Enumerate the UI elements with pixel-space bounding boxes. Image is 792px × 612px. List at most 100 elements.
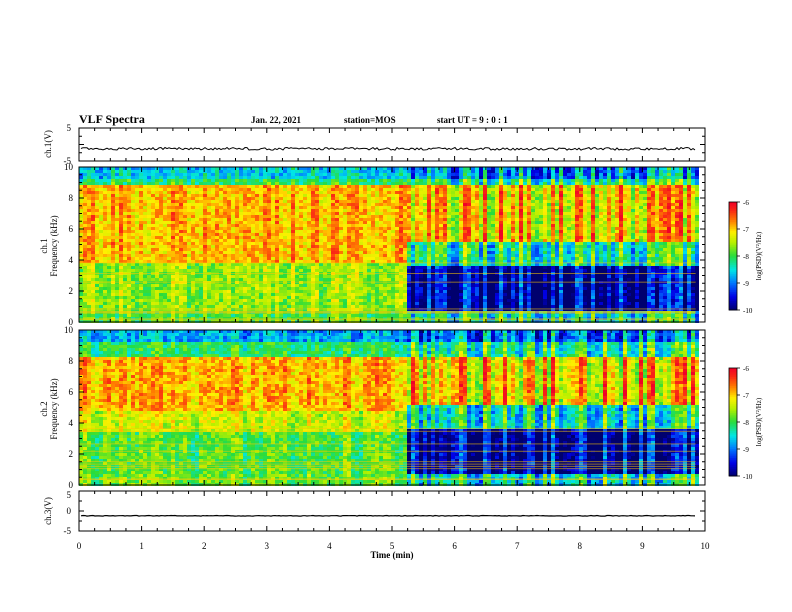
spectrogram-cell	[287, 242, 291, 245]
spectrogram-cell	[115, 224, 119, 227]
spectrogram-cell	[307, 185, 311, 188]
spectrogram-cell	[403, 173, 407, 176]
spectrogram-cell	[195, 182, 199, 185]
spectrogram-cell	[259, 215, 263, 218]
spectrogram-cell	[411, 179, 415, 182]
spectrogram-cell	[431, 185, 435, 188]
spectrogram-cell	[339, 191, 343, 194]
spectrogram-cell	[375, 293, 379, 296]
spectrogram-cell	[339, 194, 343, 197]
spectrogram-cell	[219, 212, 223, 215]
spectrogram-cell	[271, 218, 275, 221]
spectrogram-cell	[447, 251, 451, 254]
spectrogram-cell	[215, 194, 219, 197]
spectrogram-cell	[171, 179, 175, 182]
spectrogram-cell	[107, 203, 111, 206]
spectrogram-cell	[307, 170, 311, 173]
spectrogram-cell	[435, 203, 439, 206]
spectrogram-cell	[103, 230, 107, 233]
spectrogram-cell	[195, 260, 199, 263]
spectrogram-cell	[303, 263, 307, 266]
spectrogram-cell	[199, 173, 203, 176]
spectrogram-cell	[427, 167, 431, 170]
spectrogram-cell	[315, 197, 319, 200]
spectrogram-cell	[271, 308, 275, 311]
spectrogram-cell	[275, 287, 279, 290]
spectrogram-cell	[203, 251, 207, 254]
spectrogram-cell	[279, 236, 283, 239]
spectrogram-cell	[95, 278, 99, 281]
spectrogram-cell	[83, 227, 87, 230]
spectrogram-cell	[327, 290, 331, 293]
spectrogram-cell	[183, 176, 187, 179]
spectrogram-cell	[419, 200, 423, 203]
spectrogram-cell	[335, 287, 339, 290]
spectrogram-cell	[415, 167, 419, 170]
spectrogram-cell	[219, 182, 223, 185]
spectrogram-cell	[127, 266, 131, 269]
spectrogram-cell	[87, 248, 91, 251]
spectrogram-cell	[411, 212, 415, 215]
spectrogram-cell	[171, 275, 175, 278]
spectrogram-cell	[331, 251, 335, 254]
spectrogram-cell	[119, 293, 123, 296]
spectrogram-cell	[423, 314, 427, 317]
spectrogram-cell	[143, 302, 147, 305]
spectrogram-cell	[323, 197, 327, 200]
spectrogram-cell	[331, 209, 335, 212]
spectrogram-cell	[191, 170, 195, 173]
spectrogram-cell	[255, 299, 259, 302]
spectrogram-cell	[115, 206, 119, 209]
spectrogram-cell	[447, 278, 451, 281]
spectrogram-cell	[123, 242, 127, 245]
spectrogram-cell	[451, 302, 455, 305]
spectrogram-cell	[351, 200, 355, 203]
spectrogram-cell	[211, 248, 215, 251]
spectrogram-cell	[395, 299, 399, 302]
spectrogram-cell	[231, 269, 235, 272]
spectrogram-cell	[267, 203, 271, 206]
spectrogram-cell	[103, 212, 107, 215]
spectrogram-cell	[247, 176, 251, 179]
spectrogram-cell	[299, 194, 303, 197]
spectrogram-cell	[339, 275, 343, 278]
spectrogram-cell	[127, 233, 131, 236]
spectrogram-cell	[403, 293, 407, 296]
spectrogram-cell	[351, 302, 355, 305]
spectrogram-cell	[147, 230, 151, 233]
spectrogram-cell	[99, 302, 103, 305]
spectrogram-cell	[223, 206, 227, 209]
spectrogram-cell	[391, 167, 395, 170]
spectrogram-cell	[263, 284, 267, 287]
spectrogram-cell	[211, 194, 215, 197]
spectrogram-cell	[223, 287, 227, 290]
spectrogram-cell	[163, 203, 167, 206]
spectrogram-cell	[263, 263, 267, 266]
spectrogram-cell	[411, 251, 415, 254]
spectrogram-cell	[419, 308, 423, 311]
spectrogram-cell	[271, 290, 275, 293]
spectrogram-cell	[215, 173, 219, 176]
spectrogram-cell	[255, 242, 259, 245]
spectrogram-cell	[363, 293, 367, 296]
spectrogram-cell	[431, 212, 435, 215]
spectrogram-cell	[207, 197, 211, 200]
spectrogram-cell	[355, 278, 359, 281]
spectrogram-cell	[139, 167, 143, 170]
spectrogram-cell	[391, 170, 395, 173]
spectrogram-cell	[251, 239, 255, 242]
spectrogram-cell	[407, 218, 411, 221]
spectrogram-cell	[387, 188, 391, 191]
spectrogram-cell	[383, 257, 387, 260]
spectrogram-cell	[207, 224, 211, 227]
spectrogram-cell	[163, 230, 167, 233]
spectrogram-cell	[407, 296, 411, 299]
spectrogram-cell	[315, 251, 319, 254]
spectrogram-cell	[319, 308, 323, 311]
spectrogram-cell	[99, 275, 103, 278]
spectrogram-cell	[347, 236, 351, 239]
spectrogram-cell	[347, 203, 351, 206]
spectrogram-cell	[367, 170, 371, 173]
spectrogram-cell	[447, 233, 451, 236]
spectrogram-cell	[423, 188, 427, 191]
